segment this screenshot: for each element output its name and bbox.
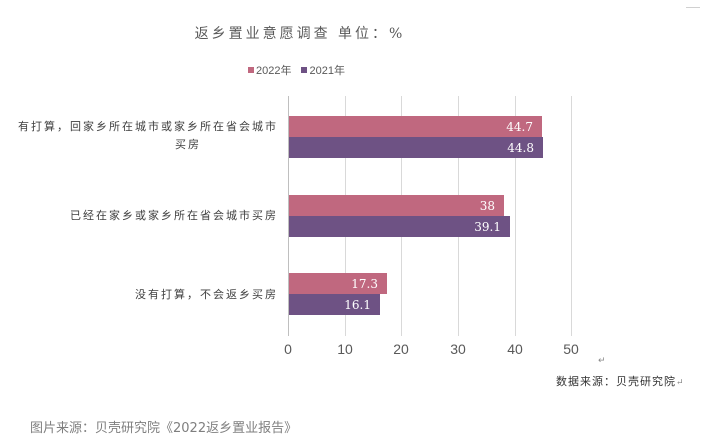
category-label-0: 有打算，回家乡所在城市或家乡所在省会城市 买房: [18, 118, 278, 154]
x-tick-40: 40: [507, 341, 523, 357]
x-tick-20: 20: [393, 341, 409, 357]
legend-item-2021: 2021年: [301, 62, 345, 78]
data-source-text: 数据来源：贝壳研究院: [556, 375, 676, 388]
x-tick-10: 10: [337, 341, 353, 357]
corner-mark: [686, 7, 700, 8]
bar-2022-cat1: 38: [289, 195, 504, 216]
bar-2021-cat0: 44.8: [289, 137, 543, 158]
value-label: 17.3: [351, 276, 378, 291]
category-label-1: 已经在家乡或家乡所在省会城市买房: [70, 209, 278, 222]
y-axis-line: [288, 96, 289, 336]
value-label: 16.1: [344, 297, 371, 312]
paragraph-return-mark: ↵: [676, 378, 685, 388]
bar-2022-cat2: 17.3: [289, 273, 387, 294]
category-label-0-line2: 买房: [175, 138, 201, 151]
value-label: 44.8: [507, 140, 534, 155]
legend-swatch-2021: [301, 67, 308, 73]
gridline-50: [571, 96, 572, 336]
category-label-0-line1: 有打算，回家乡所在城市或家乡所在省会城市: [18, 120, 278, 133]
paragraph-return-mark: ↵: [598, 356, 606, 366]
bar-2021-cat2: 16.1: [289, 294, 380, 315]
x-tick-0: 0: [284, 341, 292, 357]
bar-2022-cat0: 44.7: [289, 116, 542, 137]
legend-label-2021: 2021年: [309, 65, 345, 77]
gridline-40: [515, 96, 516, 336]
category-label-2: 没有打算，不会返乡买房: [135, 288, 278, 301]
legend: 2022年 2021年: [248, 62, 345, 78]
value-label: 44.7: [506, 119, 533, 134]
image-source-caption: 图片来源：贝壳研究院《2022返乡置业报告》: [30, 421, 298, 436]
bar-2021-cat1: 39.1: [289, 216, 510, 237]
value-label: 38: [479, 198, 495, 213]
legend-item-2022: 2022年: [248, 62, 291, 78]
data-source-note: 数据来源：贝壳研究院↵: [556, 373, 685, 389]
legend-swatch-2022: [248, 67, 254, 73]
legend-label-2022: 2022年: [256, 65, 292, 77]
value-label: 39.1: [474, 219, 501, 234]
x-tick-50: 50: [563, 341, 579, 357]
x-tick-30: 30: [450, 341, 466, 357]
chart-title: 返乡置业意愿调查 单位：%: [194, 26, 406, 42]
